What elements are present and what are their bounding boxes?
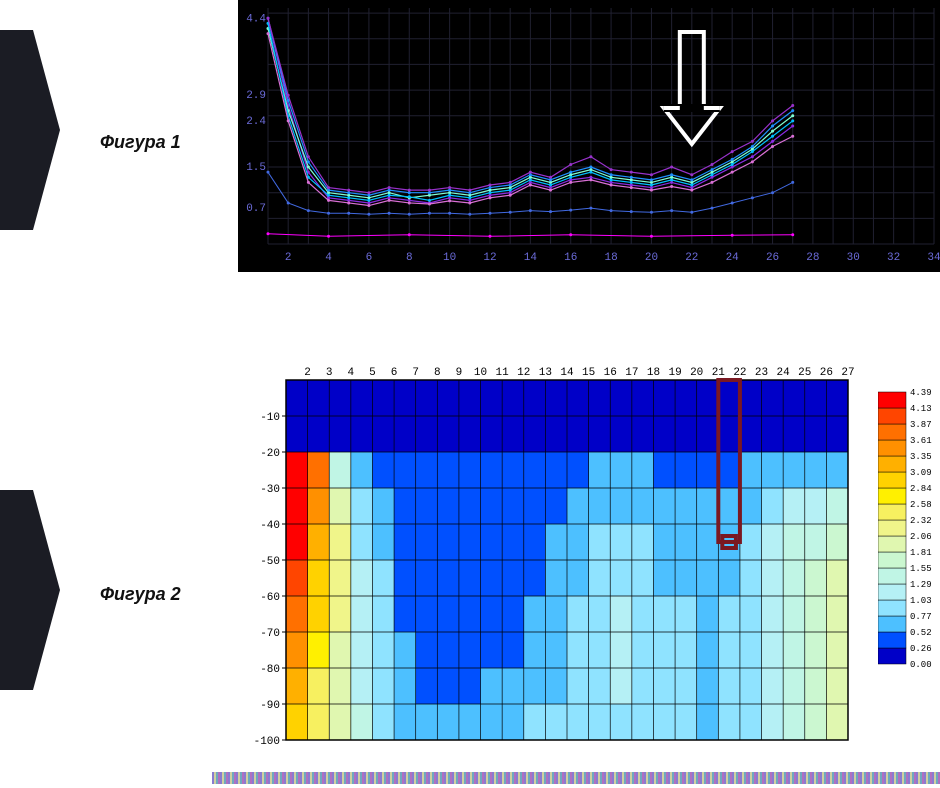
svg-text:-70: -70 [260,628,280,640]
svg-text:20: 20 [645,252,658,264]
svg-text:10: 10 [443,252,456,264]
svg-text:8: 8 [434,367,441,379]
svg-text:0.00: 0.00 [910,660,932,670]
svg-text:18: 18 [647,367,660,379]
svg-text:28: 28 [806,252,819,264]
svg-text:17: 17 [625,367,638,379]
svg-text:7: 7 [412,367,419,379]
figure2-chart: 2345678910111213141516171819202122232425… [238,360,858,750]
svg-text:4: 4 [348,367,355,379]
svg-text:32: 32 [887,252,900,264]
svg-text:4.13: 4.13 [910,404,932,414]
svg-text:14: 14 [560,367,574,379]
svg-text:22: 22 [733,367,746,379]
svg-text:1.29: 1.29 [910,580,932,590]
svg-text:26: 26 [766,252,779,264]
svg-text:3.35: 3.35 [910,452,932,462]
svg-text:24: 24 [777,367,791,379]
svg-text:27: 27 [841,367,854,379]
svg-text:1.5: 1.5 [246,162,266,174]
svg-text:3: 3 [326,367,333,379]
svg-text:4: 4 [325,252,332,264]
svg-text:2.84: 2.84 [910,484,932,494]
svg-text:4.39: 4.39 [910,388,932,398]
svg-text:-30: -30 [260,484,280,496]
svg-text:0.26: 0.26 [910,644,932,654]
svg-text:1.03: 1.03 [910,596,932,606]
svg-text:2.32: 2.32 [910,516,932,526]
svg-text:18: 18 [604,252,617,264]
figure1-label: Фигура 1 [100,132,181,153]
svg-text:1.55: 1.55 [910,564,932,574]
svg-text:14: 14 [524,252,538,264]
figure1-chart: 0.71.52.42.94.42468101214161820222426283… [238,0,940,272]
svg-text:1.81: 1.81 [910,548,932,558]
svg-text:24: 24 [726,252,740,264]
svg-text:19: 19 [668,367,681,379]
svg-text:0.52: 0.52 [910,628,932,638]
svg-text:2.9: 2.9 [246,90,266,102]
svg-text:2: 2 [285,252,292,264]
svg-text:11: 11 [496,367,510,379]
divider-strip [212,772,940,784]
svg-text:3.61: 3.61 [910,436,932,446]
svg-text:-40: -40 [260,520,280,532]
svg-text:-60: -60 [260,592,280,604]
svg-text:3.87: 3.87 [910,420,932,430]
figure2-legend: 0.00 0.26 0.52 0.77 1.03 1.29 1.55 1.81 2.06 2.32… [878,388,936,693]
svg-text:-90: -90 [260,700,280,712]
svg-text:12: 12 [483,252,496,264]
svg-text:2.4: 2.4 [246,116,266,128]
svg-text:26: 26 [820,367,833,379]
svg-text:20: 20 [690,367,703,379]
svg-text:-20: -20 [260,448,280,460]
svg-text:22: 22 [685,252,698,264]
svg-text:-50: -50 [260,556,280,568]
svg-text:23: 23 [755,367,768,379]
svg-text:5: 5 [369,367,376,379]
svg-text:2.06: 2.06 [910,532,932,542]
svg-text:16: 16 [564,252,577,264]
svg-text:3.09: 3.09 [910,468,932,478]
svg-text:34: 34 [927,252,940,264]
svg-text:2.58: 2.58 [910,500,932,510]
svg-text:12: 12 [517,367,530,379]
svg-text:4.4: 4.4 [246,13,266,25]
svg-text:8: 8 [406,252,413,264]
svg-text:13: 13 [539,367,552,379]
figure2-label: Фигура 2 [100,584,181,605]
svg-text:25: 25 [798,367,811,379]
side-marker-1 [0,30,60,230]
svg-text:16: 16 [604,367,617,379]
svg-text:0.77: 0.77 [910,612,932,622]
svg-text:10: 10 [474,367,487,379]
svg-text:6: 6 [391,367,398,379]
svg-text:-10: -10 [260,412,280,424]
svg-text:21: 21 [712,367,726,379]
svg-text:0.7: 0.7 [246,203,266,215]
svg-text:-100: -100 [254,736,280,748]
side-marker-2 [0,490,60,690]
svg-text:-80: -80 [260,664,280,676]
svg-text:15: 15 [582,367,595,379]
svg-text:2: 2 [304,367,311,379]
svg-text:9: 9 [456,367,463,379]
svg-text:6: 6 [366,252,373,264]
svg-text:30: 30 [847,252,860,264]
